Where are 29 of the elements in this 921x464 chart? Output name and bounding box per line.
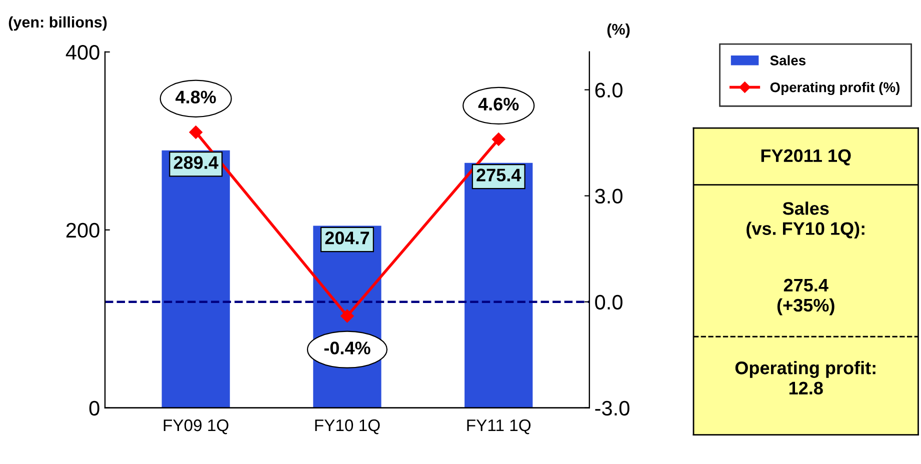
y2-tick-label: 3.0: [595, 188, 622, 204]
bar: [464, 162, 533, 408]
data-label: 275.4: [476, 168, 522, 182]
point: [492, 132, 506, 146]
text: Operating profit: 12.8: [735, 361, 876, 394]
point: [340, 309, 354, 323]
data-label: 289.4: [174, 156, 218, 169]
bar: [162, 150, 230, 408]
text: 275.4 (+35%): [777, 278, 834, 316]
y-axis-title: (yen: billions): [8, 16, 107, 31]
y-tick-label: 200: [66, 222, 100, 238]
x-tick-label: FY10 1Q: [315, 419, 380, 434]
legend-label: Operating profit (%): [770, 82, 900, 96]
y2-tick-label: -3.0: [595, 400, 630, 416]
data-label: 4.6%: [478, 98, 519, 111]
data-label: 204.7: [325, 232, 370, 244]
y-tick-label: 0: [89, 400, 100, 416]
text: FY2011 1Q: [761, 149, 851, 166]
point: [189, 126, 202, 139]
y2-tick-label: 0.0: [595, 294, 622, 310]
data-label: -0.4%: [324, 342, 370, 354]
data-label: 4.8%: [176, 90, 216, 104]
text: Sales (vs. FY10 1Q):: [746, 202, 864, 239]
x-tick-label: FY09 1Q: [164, 419, 228, 434]
y2-tick-label: 6.0: [595, 82, 622, 98]
y-tick-label: 400: [66, 44, 100, 60]
legend-label: Sales: [770, 55, 806, 66]
y2-axis-title: (%): [607, 23, 630, 38]
x-tick-label: FY11 1Q: [467, 419, 531, 434]
